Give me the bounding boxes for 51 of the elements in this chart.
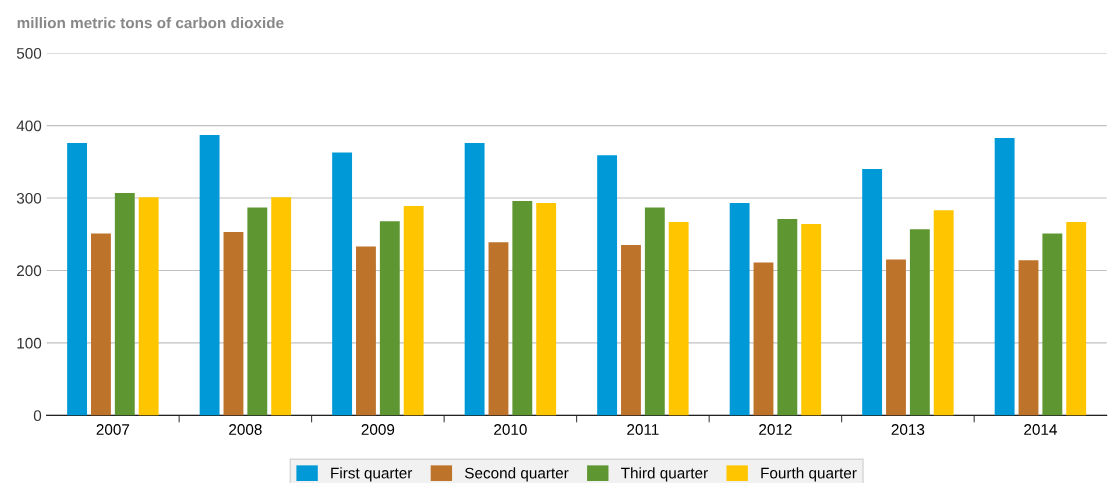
bar <box>91 233 111 416</box>
bar <box>777 219 798 416</box>
bar <box>801 224 822 416</box>
bar <box>223 232 244 416</box>
y-tick-label: 300 <box>16 192 42 204</box>
bar <box>886 259 906 416</box>
x-tick-label: 2007 <box>96 424 130 435</box>
bar <box>597 155 618 416</box>
y-tick-label: 100 <box>17 337 42 349</box>
bar <box>862 169 883 416</box>
bar <box>114 192 135 416</box>
y-tick-label: 0 <box>33 410 42 422</box>
bar <box>753 262 774 416</box>
bar <box>644 207 665 416</box>
bar <box>488 242 509 416</box>
bar <box>1042 233 1063 416</box>
x-tick-label: 2013 <box>891 424 925 435</box>
bar <box>464 142 485 416</box>
y-tick-label: 400 <box>16 120 42 132</box>
legend-label: Fourth quarter <box>761 467 857 482</box>
bar <box>332 152 353 416</box>
bar <box>247 207 268 416</box>
x-tick-label: 2009 <box>361 424 395 435</box>
bar <box>909 229 930 416</box>
y-tick-label: 200 <box>17 265 42 277</box>
y-axis-title: million metric tons of carbon dioxide <box>17 17 284 29</box>
y-tick-label: 500 <box>16 48 42 59</box>
bar <box>512 200 533 416</box>
legend-label: First quarter <box>331 467 413 482</box>
legend-label: Second quarter <box>464 467 569 482</box>
bar <box>356 246 376 416</box>
bar <box>67 142 88 416</box>
bar <box>668 221 689 416</box>
bar <box>994 137 1015 416</box>
bar <box>199 135 220 416</box>
x-tick-label: 2012 <box>759 424 792 435</box>
bar <box>729 203 750 416</box>
bar <box>138 197 159 416</box>
x-tick-label: 2008 <box>229 424 262 435</box>
bar <box>1018 260 1039 416</box>
bar <box>621 245 641 416</box>
bar <box>403 206 424 416</box>
bar <box>379 221 400 416</box>
bar <box>933 210 954 416</box>
bar <box>1066 221 1087 416</box>
x-tick-label: 2014 <box>1024 424 1057 435</box>
x-tick-label: 2010 <box>494 424 527 435</box>
legend-label: Third quarter <box>621 467 708 482</box>
bar <box>536 203 557 416</box>
bar <box>271 197 292 416</box>
x-tick-label: 2011 <box>627 424 659 435</box>
